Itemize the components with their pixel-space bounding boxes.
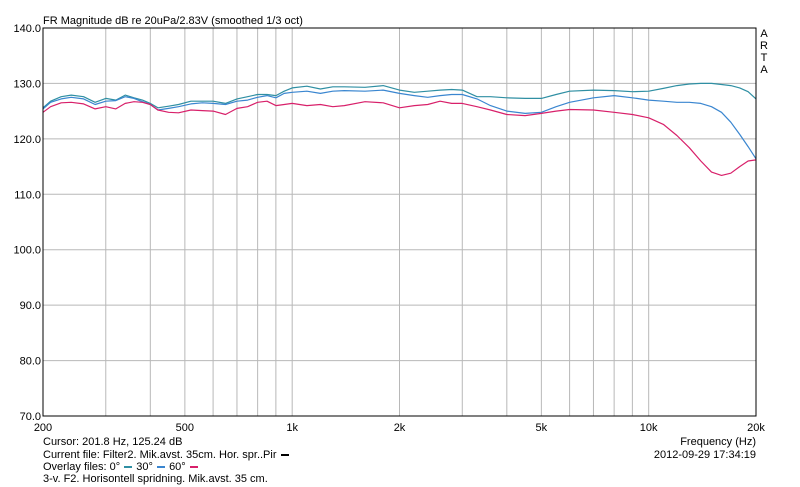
brand-letter: A xyxy=(760,64,768,76)
arta-brand-label: A R T A xyxy=(758,28,770,76)
chart-title: FR Magnitude dB re 20uPa/2.83V (smoothed… xyxy=(43,15,303,27)
timestamp: 2012-09-29 17:34:19 xyxy=(653,449,756,461)
x-tick-label: 5k xyxy=(536,422,548,434)
overlay-item-0: 0° xyxy=(109,461,121,473)
plot-series xyxy=(42,82,757,176)
y-tick-label: 100.0 xyxy=(13,245,41,257)
overlay-swatch-60 xyxy=(189,466,198,469)
description-line: 3-v. F2. Horisontell spridning. Mik.avst… xyxy=(43,473,268,485)
overlay-swatch-0 xyxy=(124,466,133,469)
series-line-0deg xyxy=(42,82,757,109)
x-axis-title: Frequency (Hz) xyxy=(680,436,756,448)
x-tick-label: 2k xyxy=(394,422,406,434)
x-tick-label: 10k xyxy=(640,422,658,434)
overlay-label: Overlay files: xyxy=(43,461,107,473)
brand-letter: T xyxy=(760,52,768,64)
x-tick-label: 500 xyxy=(176,422,194,434)
x-tick-label: 1k xyxy=(286,422,298,434)
series-line-60deg xyxy=(42,100,757,176)
current-file-marker xyxy=(280,454,289,457)
y-tick-label: 110.0 xyxy=(14,189,41,201)
current-file-line: Current file: Filter2. Mik.avst. 35cm. H… xyxy=(43,449,290,461)
y-tick-label: 130.0 xyxy=(13,78,41,90)
x-tick-label: 20k xyxy=(747,422,765,434)
cursor-readout: Cursor: 201.8 Hz, 125.24 dB xyxy=(43,436,183,448)
plot-frame xyxy=(42,27,757,417)
overlay-files-line: Overlay files: 0° 30° 60° xyxy=(43,461,199,473)
overlay-item-30: 30° xyxy=(136,461,153,473)
overlay-item-60: 60° xyxy=(169,461,186,473)
y-tick-label: 70.0 xyxy=(20,411,41,423)
y-tick-labels: 70.0 80.0 90.0 100.0 110.0 120.0 130.0 140.0 xyxy=(13,23,41,423)
brand-letter: A xyxy=(760,28,768,40)
overlay-swatch-30 xyxy=(157,466,165,469)
y-tick-label: 140.0 xyxy=(13,23,41,35)
x-tick-labels: 200 500 1k 2k 5k 10k 20k xyxy=(34,422,766,434)
current-file-text: Current file: Filter2. Mik.avst. 35cm. H… xyxy=(43,449,277,461)
grid-lines xyxy=(42,27,757,417)
y-tick-label: 120.0 xyxy=(13,134,41,146)
brand-letter: R xyxy=(760,40,768,52)
series-line-30deg xyxy=(42,89,757,160)
y-tick-label: 80.0 xyxy=(20,356,41,368)
x-tick-label: 200 xyxy=(34,422,52,434)
y-tick-label: 90.0 xyxy=(20,300,41,312)
